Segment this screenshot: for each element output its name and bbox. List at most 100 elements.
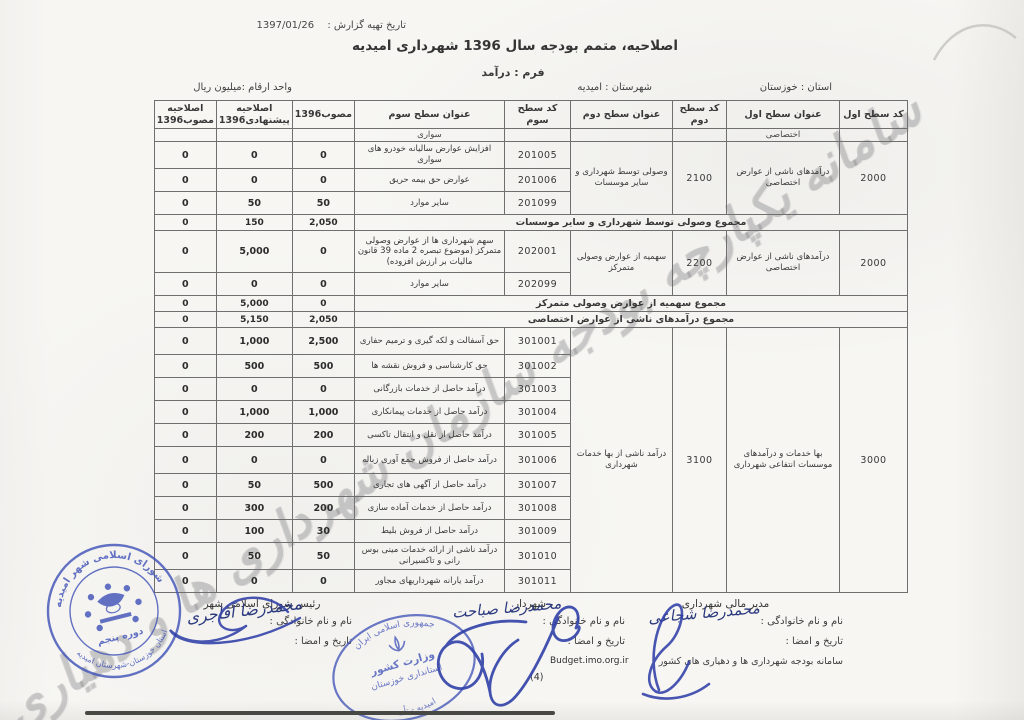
empty-cell [291,128,356,142]
value-approved-1396: 0 [291,377,356,401]
value-approved-1396: 200 [291,423,356,447]
column-header: عنوان سطح اول [726,100,840,129]
value-approved-amendment: 0 [153,230,217,273]
value-proposed-amendment: 0 [215,446,293,474]
total-approved-1396: 2,050 [291,311,356,328]
value-proposed-amendment: 0 [215,377,293,401]
value-approved-1396: 0 [291,168,356,192]
row-level3-title: درآمد حاصل از نقل و انتقال تاکسی [354,423,505,447]
value-approved-amendment: 0 [153,496,217,520]
svg-text:استان خوزستان-شهرستان امیدیه: استان خوزستان-شهرستان امیدیه [74,627,176,680]
report-date-label: تاریخ تهیه گزارش : [327,20,406,31]
row-level3-code: 301008 [504,496,571,520]
date-signature-label: تاریخ و امضا : [294,636,353,647]
role-financial-manager: مدیر مالی شهرداری [681,598,770,610]
page-number: (4) [530,672,544,683]
row-level3-title: سایر موارد [354,191,505,215]
row-level3-code: 202001 [504,230,571,273]
value-approved-1396: 200 [291,496,356,520]
role-mayor: شهردار [513,598,547,610]
total-proposed-amendment: 150 [215,214,293,231]
total-approved-amendment: 0 [153,295,217,312]
row-level3-title: درآمد یارانه شهرداریهای مجاور [354,569,505,593]
column-header: کد سطح سوم [504,100,571,129]
total-row-label: مجموع سهمیه از عوارض وصولی متمرکز [354,295,908,312]
row-level3-code: 301001 [504,327,571,355]
empty-cell [504,128,571,142]
scan-smudge [0,700,1024,720]
row-level3-title: درآمد حاصل از خدمات پیمانکاری [354,400,505,424]
value-approved-1396: 500 [291,354,356,378]
total-proposed-amendment: 5,000 [215,295,293,312]
row-level3-title: درآمد حاصل از فروش جمع آوری زباله [354,446,505,474]
group-level2-title: درآمد ناشی از بها خدمات شهرداری [570,327,673,593]
council-stamp-emblem-icon [84,583,142,632]
row-level3-code: 301004 [504,400,571,424]
value-proposed-amendment: 100 [215,519,293,543]
empty-cell [215,128,293,142]
total-approved-1396: 2,050 [291,214,356,231]
total-approved-amendment: 0 [153,214,217,231]
total-approved-amendment: 0 [153,311,217,328]
value-proposed-amendment: 300 [215,496,293,520]
value-approved-1396: 2,500 [291,327,356,355]
column-header: مصوب1396 [291,100,356,129]
group-level1-code: 2000 [839,141,908,215]
row-level3-code: 301010 [504,542,571,570]
council-stamp-center-text: دوره پنجم [96,626,144,648]
row-level3-code: 201005 [504,141,571,169]
value-proposed-amendment: 5,000 [215,230,293,273]
value-proposed-amendment: 200 [215,423,293,447]
group-level2-code: 2100 [672,141,727,215]
row-level3-code: 301002 [504,354,571,378]
total-row-label: مجموع وصولی توسط شهرداری و سایر موسسات [354,214,908,231]
row-level3-code: 301005 [504,423,571,447]
svg-text:جمهوری اسلامی ایران: جمهوری اسلامی ایران [349,610,438,653]
value-approved-amendment: 0 [153,168,217,192]
council-stamp-bottom-text: استان خوزستان-شهرستان امیدیه [74,627,176,680]
county-label: شهرستان : امیدیه [577,82,652,93]
value-approved-amendment: 0 [153,519,217,543]
row-level3-title: حق آسفالت و لکه گیری و ترمیم حفاری [354,327,505,355]
value-approved-1396: 50 [291,191,356,215]
value-approved-amendment: 0 [153,327,217,355]
total-proposed-amendment: 5,150 [215,311,293,328]
value-approved-amendment: 0 [153,400,217,424]
unit-label: واحد ارقام :میلیون ریال [193,82,292,93]
form-label: فرم : درآمد [481,66,545,79]
value-approved-1396: 30 [291,519,356,543]
empty-cell [570,128,673,142]
column-header: اصلاحیه مصوب1396 [153,100,217,129]
group-level1-title: درآمدهای ناشی از عوارض اختصاصی [726,230,840,296]
value-approved-1396: 50 [291,542,356,570]
value-approved-1396: 0 [291,230,356,273]
row-level3-code: 301011 [504,569,571,593]
value-proposed-amendment: 0 [215,569,293,593]
value-approved-amendment: 0 [153,377,217,401]
report-date: تاریخ تهیه گزارش : 1397/01/26 [236,20,407,31]
group-level1-title: بها خدمات و درآمدهای موسسات انتفاعی شهرد… [726,327,840,593]
group-level2-code: 3100 [672,327,727,593]
row-level3-title: درآمد حاصل از فروش بلیط [354,519,505,543]
svg-text:شورای اسلامی شهر امیدیه: شورای اسلامی شهر امیدیه [43,537,167,610]
row-level3-code: 301007 [504,473,571,497]
value-proposed-amendment: 1,000 [215,400,293,424]
value-approved-amendment: 0 [153,272,217,296]
value-proposed-amendment: 50 [215,473,293,497]
governorate-stamp-line1: وزارت کشور [368,648,436,678]
row-level3-code: 301009 [504,519,571,543]
row-level3-title: درآمد حاصل از خدمات بازرگانی [354,377,505,401]
value-approved-1396: 0 [291,569,356,593]
value-proposed-amendment: 50 [215,191,293,215]
row-level3-title: عوارض حق بیمه حریق [354,168,505,192]
date-signature-label: تاریخ و امضا : [785,636,844,647]
name-label: نام و نام خانوادگی : [269,616,352,627]
row-level3-title: حق کارشناسی و فروش نقشه ها [354,354,505,378]
column-header: عنوان سطح دوم [570,100,673,129]
pencil-scribble-icon [932,24,1017,61]
value-approved-1396: 0 [291,272,356,296]
value-approved-amendment: 0 [153,423,217,447]
group-level2-title: وصولی توسط شهرداری و سایر موسسات [570,141,673,215]
governorate-stamp-line2: استانداری خوزستان [370,663,444,693]
